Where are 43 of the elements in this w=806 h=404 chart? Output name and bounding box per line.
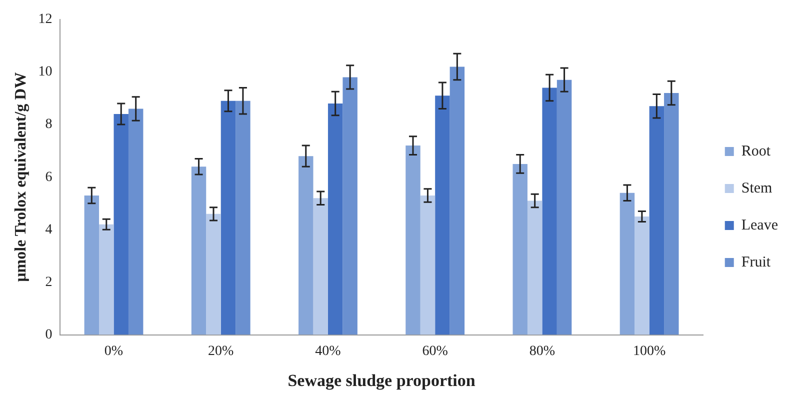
y-tick-label: 8 <box>45 117 52 132</box>
bar <box>206 214 221 335</box>
bar <box>236 100 250 335</box>
bar <box>512 164 528 335</box>
legend-label: Stem <box>741 180 773 196</box>
legend-label: Fruit <box>741 254 772 270</box>
x-tick-label: 60% <box>422 344 448 359</box>
y-tick-label: 10 <box>38 64 52 80</box>
bar <box>128 108 144 335</box>
bar <box>114 114 128 335</box>
y-tick-label: 0 <box>45 327 52 342</box>
bar <box>527 200 542 335</box>
bar <box>620 192 635 335</box>
bar <box>649 106 664 335</box>
bar <box>313 198 328 335</box>
bar <box>556 80 572 335</box>
x-tick-label: 100% <box>632 344 666 359</box>
bar <box>435 96 450 335</box>
bar <box>298 156 314 335</box>
x-tick-label: 0% <box>104 344 124 359</box>
legend-label: Root <box>741 143 772 160</box>
x-tick-label: 20% <box>208 344 234 359</box>
y-axis-title: µmole Trolox equivalent/g DW <box>12 72 30 282</box>
y-tick-label: 4 <box>45 222 52 238</box>
x-tick-label: 40% <box>315 344 342 359</box>
bar <box>220 100 236 335</box>
y-tick-label: 12 <box>38 12 52 28</box>
bar <box>634 216 650 335</box>
bar <box>99 224 114 335</box>
bar <box>406 146 420 335</box>
bar <box>542 88 557 335</box>
legend-label: Leave <box>741 217 778 234</box>
bar <box>420 196 436 335</box>
x-axis-title: Sewage sludge proportion <box>288 371 476 390</box>
bar <box>450 66 465 335</box>
bar <box>342 77 358 335</box>
y-tick-label: 2 <box>45 274 52 290</box>
x-tick-label: 80% <box>529 344 556 359</box>
bar <box>664 92 679 335</box>
bar <box>191 166 206 335</box>
y-tick-label: 6 <box>45 170 52 185</box>
bar <box>328 104 343 335</box>
bar <box>84 196 100 335</box>
